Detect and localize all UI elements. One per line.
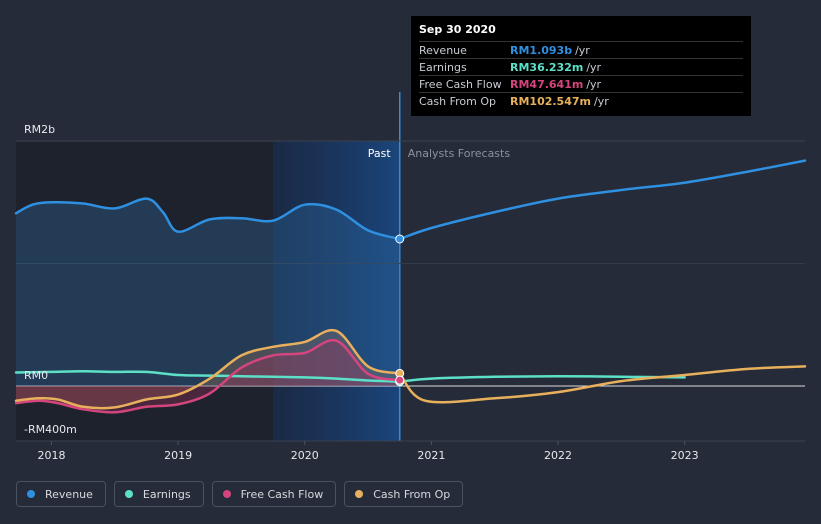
legend-item-free-cash-flow[interactable]: Free Cash Flow xyxy=(211,481,337,507)
tooltip-value: RM47.641m xyxy=(510,77,584,91)
line-earnings-forecast xyxy=(398,374,686,383)
legend-item-cash-from-op[interactable]: Cash From Op xyxy=(344,481,464,507)
tooltip-label: Free Cash Flow xyxy=(419,77,502,91)
marker-layer xyxy=(395,234,405,387)
legend-label: Cash From Op xyxy=(373,487,451,501)
chart-background-layer xyxy=(16,92,401,441)
forecast-label: Analysts Forecasts xyxy=(408,147,511,160)
x-tick-label: 2021 xyxy=(417,449,445,462)
tooltip-value: RM102.547m xyxy=(510,94,591,108)
legend-dot-icon xyxy=(222,490,231,498)
tooltip-label: Revenue xyxy=(419,43,467,57)
legend-dot-icon xyxy=(355,490,364,498)
series-lines xyxy=(14,159,807,414)
y-tick-label: -RM400m xyxy=(24,423,77,436)
tooltip-label: Earnings xyxy=(419,60,467,74)
tooltip-unit: /yr xyxy=(586,60,602,74)
tooltip-row-revenue: Revenue RM1.093b /yr xyxy=(419,41,743,58)
cash-from-op-area xyxy=(16,330,400,409)
tooltip-unit: /yr xyxy=(593,94,609,108)
line-revenue-past xyxy=(14,197,401,241)
x-tick-label: 2020 xyxy=(291,449,319,462)
x-tick-label: 2022 xyxy=(544,449,572,462)
tooltip-value: RM36.232m xyxy=(510,60,584,74)
tooltip-row-earnings: Earnings RM36.232m /yr xyxy=(419,58,743,75)
tooltip-row-fcf: Free Cash Flow RM47.641m /yr xyxy=(419,75,743,92)
line-cfo-past xyxy=(14,328,401,410)
legend-label: Earnings xyxy=(142,487,191,501)
tooltip-value: RM1.093b xyxy=(510,43,573,57)
axis-labels: RM2b RM0 -RM400m 2018 2019 2020 2021 2022 2023 Pa… xyxy=(24,123,699,462)
legend-label: Revenue xyxy=(45,487,93,501)
tooltip-row-cfo: Cash From Op RM102.547m /yr xyxy=(419,92,743,109)
free-cash-flow-area xyxy=(16,340,400,413)
marker-fcf xyxy=(395,375,405,385)
line-earnings-past xyxy=(14,370,401,383)
x-tick-label: 2018 xyxy=(37,449,65,462)
legend-item-revenue[interactable]: Revenue xyxy=(16,481,106,507)
y-tick-label: RM0 xyxy=(24,369,48,382)
marker-revenue xyxy=(395,234,405,244)
y-tick-label: RM2b xyxy=(24,123,55,136)
legend-dot-icon xyxy=(27,490,35,498)
line-revenue-forecast xyxy=(398,159,807,241)
tooltip-label: Cash From Op xyxy=(419,94,497,108)
tooltip-unit: /yr xyxy=(586,77,602,91)
legend-item-earnings[interactable]: Earnings xyxy=(113,481,204,507)
legend: Revenue Earnings Free Cash Flow Cash Fro… xyxy=(16,481,464,507)
tooltip: Sep 30 2020 Revenue RM1.093b /yr Earning… xyxy=(411,16,751,116)
x-tick-label: 2023 xyxy=(671,449,699,462)
past-label: Past xyxy=(368,147,392,160)
tooltip-unit: /yr xyxy=(575,43,590,57)
highlight-band xyxy=(273,141,400,441)
line-cfo-forecast xyxy=(398,365,807,404)
revenue-area xyxy=(16,198,400,386)
tooltip-date: Sep 30 2020 xyxy=(419,23,496,36)
legend-dot-icon xyxy=(124,490,133,498)
line-fcf-past xyxy=(14,338,401,414)
area-layer xyxy=(16,198,400,413)
legend-label: Free Cash Flow xyxy=(240,487,324,501)
grid-layer xyxy=(16,140,805,445)
x-tick-label: 2019 xyxy=(164,449,192,462)
